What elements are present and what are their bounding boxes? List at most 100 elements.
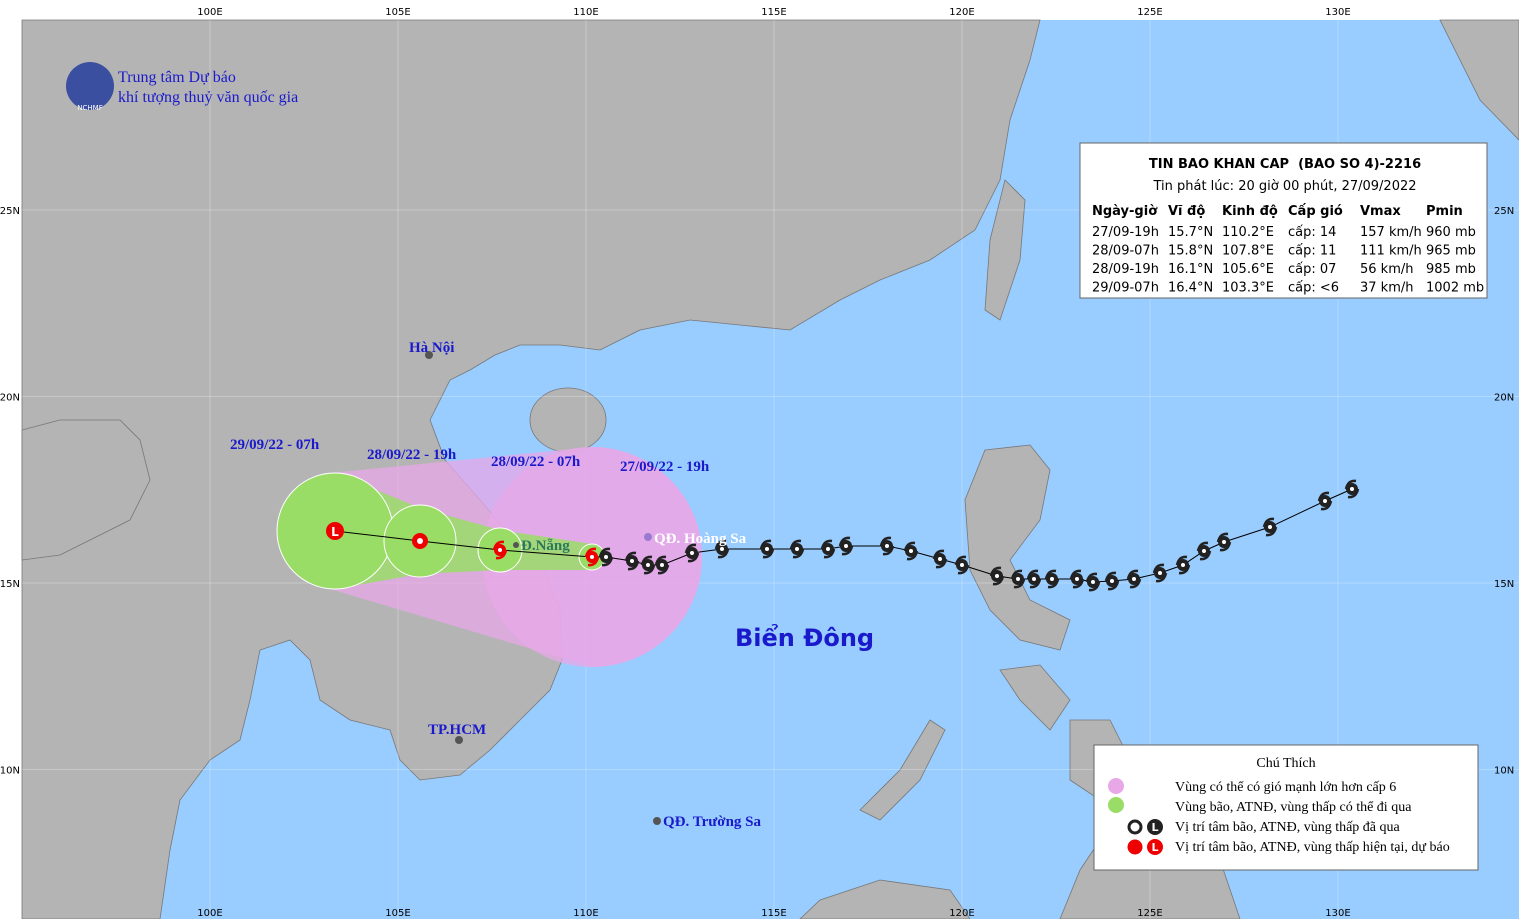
logo-badge: NCHMF (77, 104, 102, 112)
logo-text: khí tượng thuỷ văn quốc gia (118, 89, 298, 106)
forecast-position (417, 538, 423, 544)
forecast-time: 28/09/22 - 19h (367, 447, 457, 463)
table-header: Pmin (1426, 204, 1463, 219)
past-position (654, 555, 670, 575)
lon-label: 105E (385, 908, 410, 919)
table-cell: 27/09-19h (1092, 225, 1159, 240)
table-cell: 37 km/h (1360, 281, 1414, 296)
past-position (879, 536, 895, 556)
past-position (714, 539, 730, 559)
past-position (1069, 569, 1085, 589)
lon-label: 110E (573, 908, 598, 919)
logo-text: Trung tâm Dự báo (118, 69, 236, 86)
lon-label: 120E (949, 908, 974, 919)
forecast-time: 27/09/22 - 19h (620, 459, 710, 475)
past-position (1222, 540, 1226, 544)
past-position (646, 563, 650, 567)
past-position (660, 563, 664, 567)
lat-label: 20N (0, 393, 20, 404)
past-position (1317, 491, 1333, 511)
past-position (1158, 571, 1162, 575)
lon-label: 120E (949, 7, 974, 18)
table-header: Vĩ độ (1168, 204, 1205, 219)
past-position (820, 539, 836, 559)
past-position (759, 539, 775, 559)
lat-label: 15N (0, 579, 20, 590)
lon-label: 130E (1325, 7, 1350, 18)
info-title: TIN BAO KHAN CAP (BAO SO 4)-2216 (1149, 157, 1421, 172)
past-position (1268, 525, 1272, 529)
past-position (826, 547, 830, 551)
past-position (598, 547, 614, 567)
table-cell: 16.4°N (1168, 281, 1213, 296)
past-position (932, 549, 948, 569)
past-position (624, 551, 640, 571)
past-position (1350, 487, 1354, 491)
table-cell: 1002 mb (1426, 281, 1484, 296)
lon-label: 105E (385, 7, 410, 18)
legend-symbol (1147, 819, 1163, 835)
legend: Chú Thích Vùng có thể có gió mạnh lớn hơ… (1093, 744, 1479, 871)
past-position (838, 536, 854, 556)
table-cell: 103.3°E (1222, 281, 1274, 296)
past-position (1044, 569, 1060, 589)
low-symbol: L (1151, 841, 1158, 854)
past-position (1075, 577, 1079, 581)
lat-label: 10N (0, 766, 20, 777)
past-position (720, 547, 724, 551)
lon-label: 125E (1137, 7, 1162, 18)
table-cell: cấp: <6 (1288, 281, 1339, 296)
past-position (1026, 569, 1042, 589)
lon-label: 130E (1325, 908, 1350, 919)
forecast-position (492, 540, 508, 560)
low-symbol: L (331, 525, 339, 539)
legend-title: Chú Thích (1256, 756, 1315, 771)
city-dot (425, 351, 433, 359)
table-cell: 15.7°N (1168, 225, 1213, 240)
past-position (1126, 569, 1142, 589)
place-label: QĐ. Trường Sa (663, 814, 762, 830)
table-cell: 28/09-07h (1092, 244, 1159, 259)
table-header: Kinh độ (1222, 204, 1278, 219)
past-position (989, 566, 1005, 586)
city-dot (513, 542, 519, 548)
past-position (1216, 532, 1232, 552)
logo: NCHMF Trung tâm Dự báo khí tượng thuỷ vă… (66, 62, 298, 112)
forecast-position (326, 522, 344, 540)
legend-symbol (1127, 839, 1143, 855)
legend-symbol (1127, 819, 1143, 835)
legend-swatch (1108, 797, 1124, 813)
city-dot (455, 736, 463, 744)
place-label: Hà Nội (409, 340, 454, 356)
table-header: Vmax (1360, 204, 1401, 219)
past-position (1091, 580, 1095, 584)
past-position (789, 539, 805, 559)
low-symbol: L (1151, 821, 1158, 834)
legend-item: Vùng bão, ATNĐ, vùng thấp có thể đi qua (1175, 800, 1412, 815)
forecast-position (498, 548, 502, 552)
past-position (844, 544, 848, 548)
legend-item: Vị trí tâm bão, ATNĐ, vùng thấp hiện tại… (1175, 840, 1450, 855)
table-header: Ngày-giờ (1092, 204, 1158, 219)
table-cell: cấp: 07 (1288, 262, 1336, 277)
past-position (1262, 517, 1278, 537)
forecast-time: 28/09/22 - 07h (491, 454, 581, 470)
table-cell: 28/09-19h (1092, 262, 1159, 277)
past-position (1016, 577, 1020, 581)
past-position (1132, 577, 1136, 581)
table-cell: 960 mb (1426, 225, 1476, 240)
table-cell: 16.1°N (1168, 262, 1213, 277)
past-position (1010, 569, 1026, 589)
city-dot (644, 533, 652, 541)
table-cell: 105.6°E (1222, 262, 1274, 277)
land (21, 19, 1519, 919)
past-position (604, 555, 608, 559)
past-position (1181, 563, 1185, 567)
legend-swatch (1108, 778, 1124, 794)
place-label: TP.HCM (428, 722, 486, 738)
past-position (903, 541, 919, 561)
lat-label: 25N (1494, 206, 1514, 217)
past-position (885, 544, 889, 548)
info-issued: Tin phát lúc: 20 giờ 00 phút, 27/09/2022 (1152, 179, 1416, 194)
